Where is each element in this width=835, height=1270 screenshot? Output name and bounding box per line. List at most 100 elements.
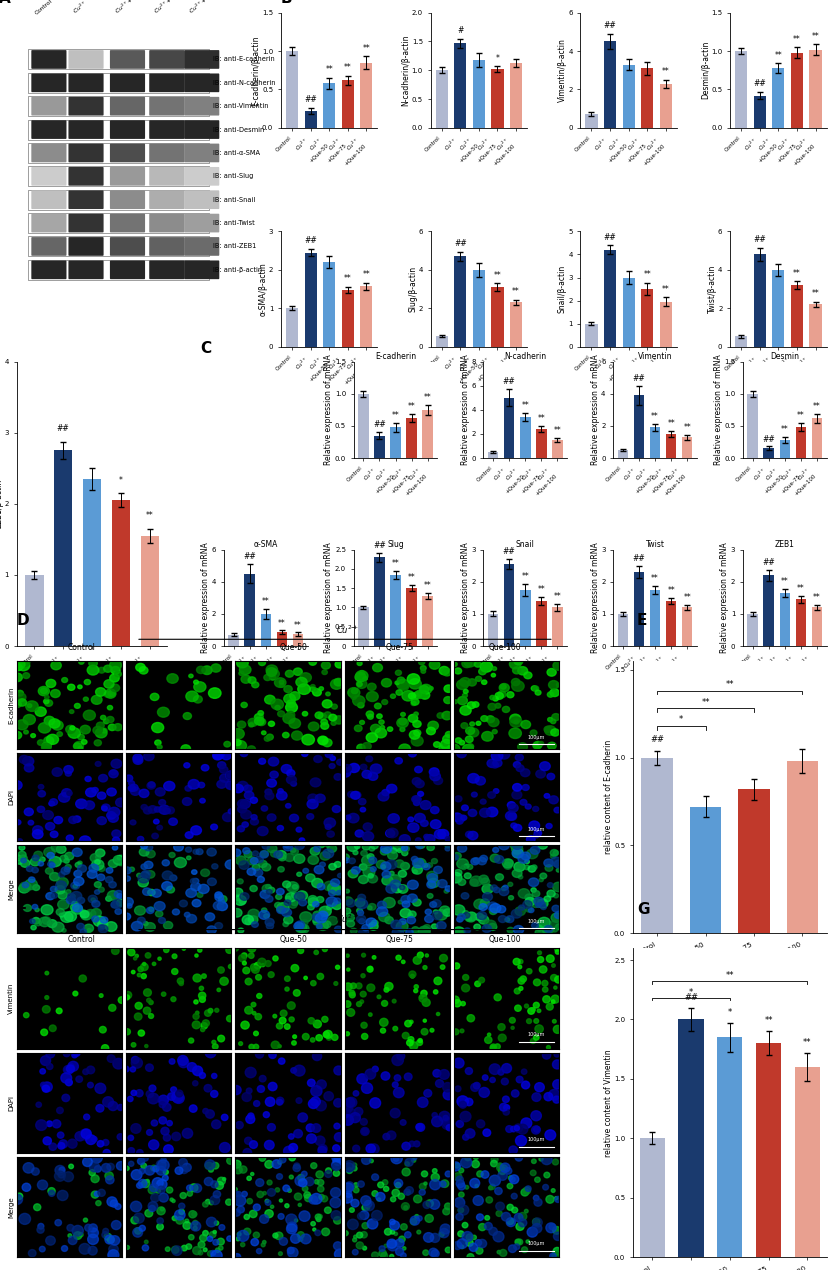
Circle shape — [213, 752, 223, 759]
Circle shape — [301, 919, 308, 925]
Circle shape — [51, 690, 60, 697]
FancyBboxPatch shape — [32, 166, 67, 185]
Circle shape — [530, 1170, 536, 1176]
Circle shape — [554, 860, 564, 869]
Circle shape — [475, 1240, 482, 1246]
Circle shape — [301, 1234, 311, 1243]
Circle shape — [360, 720, 365, 724]
Circle shape — [490, 1045, 495, 1050]
Circle shape — [443, 1118, 453, 1128]
Circle shape — [247, 857, 257, 865]
Bar — [492, 69, 504, 128]
Circle shape — [395, 671, 402, 676]
Circle shape — [349, 1208, 354, 1213]
Circle shape — [109, 1101, 118, 1110]
Circle shape — [306, 1124, 315, 1132]
Circle shape — [96, 1200, 101, 1205]
Circle shape — [107, 1163, 114, 1171]
Circle shape — [193, 1013, 199, 1020]
Circle shape — [335, 1250, 345, 1260]
Circle shape — [38, 740, 44, 745]
Circle shape — [390, 1255, 394, 1259]
Circle shape — [357, 1232, 362, 1238]
Circle shape — [276, 1097, 284, 1104]
Circle shape — [189, 1210, 196, 1218]
Circle shape — [510, 1177, 515, 1182]
Circle shape — [33, 917, 40, 923]
Text: **: ** — [512, 287, 520, 296]
Circle shape — [267, 845, 277, 852]
Circle shape — [213, 1240, 219, 1245]
Circle shape — [130, 787, 140, 795]
Circle shape — [510, 714, 521, 724]
Circle shape — [111, 759, 122, 768]
Circle shape — [496, 1210, 502, 1217]
Circle shape — [329, 714, 337, 721]
Bar — [640, 1138, 665, 1257]
Circle shape — [503, 1109, 509, 1115]
Circle shape — [259, 911, 270, 919]
Bar — [374, 558, 385, 646]
Circle shape — [205, 1162, 213, 1170]
Circle shape — [444, 889, 448, 893]
Circle shape — [379, 1250, 387, 1257]
Circle shape — [78, 1233, 84, 1237]
Circle shape — [190, 826, 201, 834]
Circle shape — [334, 716, 344, 724]
Circle shape — [509, 804, 519, 812]
Circle shape — [158, 958, 161, 960]
Circle shape — [134, 758, 141, 763]
Circle shape — [149, 1184, 158, 1191]
Circle shape — [525, 894, 533, 900]
Circle shape — [357, 1002, 362, 1007]
Circle shape — [413, 800, 420, 805]
Circle shape — [109, 860, 118, 867]
Circle shape — [92, 787, 99, 792]
Circle shape — [398, 900, 402, 904]
Circle shape — [543, 1185, 549, 1190]
Circle shape — [466, 1240, 473, 1246]
Circle shape — [89, 1170, 95, 1176]
Circle shape — [419, 686, 428, 693]
Circle shape — [347, 842, 358, 851]
Circle shape — [382, 1180, 387, 1185]
Circle shape — [366, 918, 377, 927]
Circle shape — [224, 742, 230, 747]
Circle shape — [157, 745, 162, 749]
Circle shape — [347, 1008, 355, 1016]
Circle shape — [423, 965, 427, 969]
Circle shape — [286, 804, 291, 808]
Circle shape — [243, 968, 250, 974]
Circle shape — [266, 665, 277, 674]
Circle shape — [324, 712, 331, 718]
Circle shape — [291, 900, 298, 906]
Circle shape — [444, 685, 453, 692]
Circle shape — [107, 1237, 114, 1243]
Circle shape — [289, 1017, 294, 1022]
Circle shape — [133, 756, 143, 765]
Circle shape — [380, 725, 385, 729]
Circle shape — [296, 890, 307, 900]
Circle shape — [421, 820, 428, 827]
Circle shape — [346, 1097, 357, 1107]
Circle shape — [104, 691, 111, 697]
Circle shape — [89, 659, 98, 667]
Circle shape — [245, 1115, 255, 1124]
Circle shape — [152, 889, 161, 897]
Circle shape — [180, 900, 187, 907]
Circle shape — [53, 1120, 61, 1128]
Circle shape — [491, 751, 503, 761]
Circle shape — [381, 1072, 390, 1080]
Y-axis label: relative content of Vimentin: relative content of Vimentin — [604, 1049, 613, 1157]
Circle shape — [518, 978, 524, 984]
Circle shape — [110, 770, 116, 775]
Circle shape — [43, 700, 49, 704]
Circle shape — [89, 895, 98, 903]
Circle shape — [298, 1237, 303, 1241]
Circle shape — [292, 885, 297, 889]
Circle shape — [41, 1082, 46, 1087]
Circle shape — [385, 983, 393, 991]
Circle shape — [353, 1236, 357, 1238]
Circle shape — [172, 1199, 175, 1203]
Text: **: ** — [662, 67, 670, 76]
